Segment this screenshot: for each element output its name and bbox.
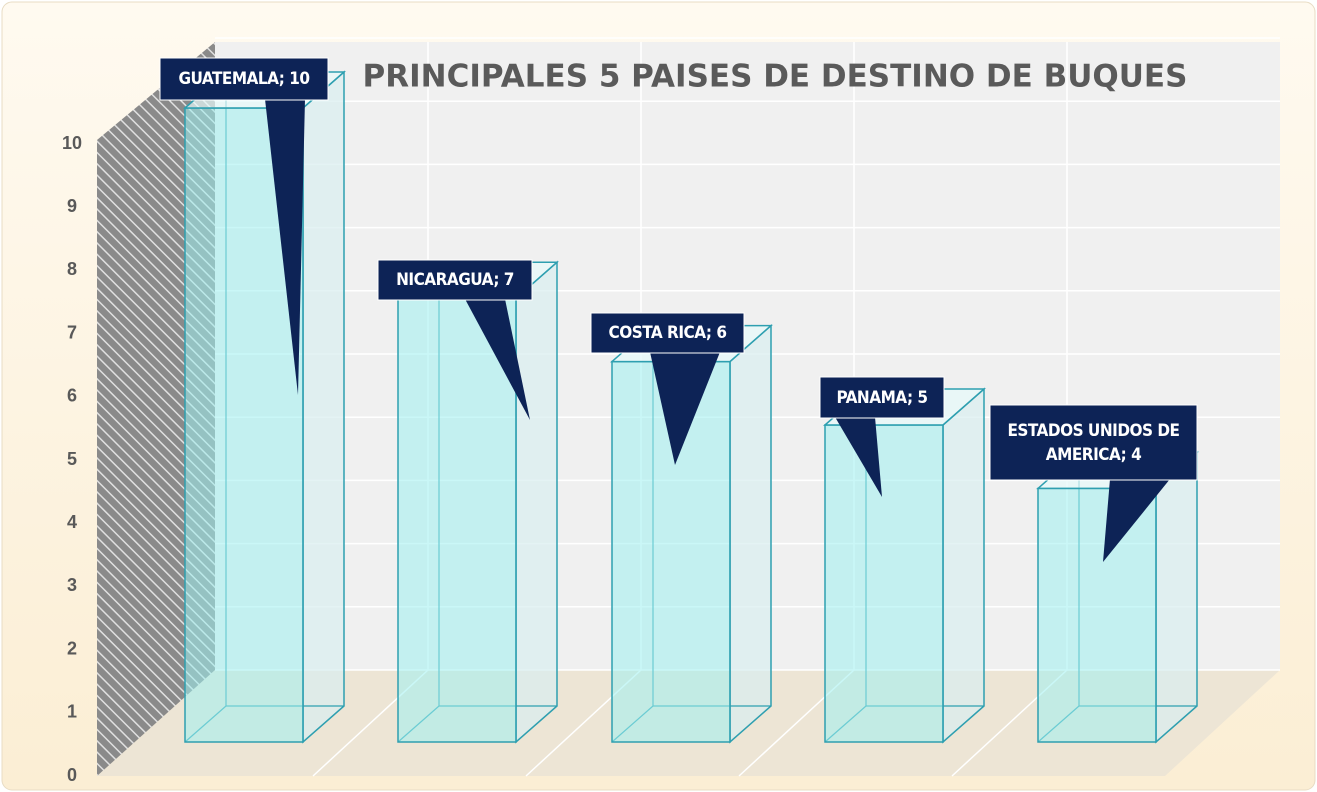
y-tick-label: 4 [67,512,77,532]
callout-pointer [1103,479,1170,562]
bar-side [302,70,345,744]
callout-box [989,404,1198,481]
bar-side [729,323,772,744]
y-tick-label: 8 [67,259,77,279]
callout-pointer [650,352,720,465]
callout-box [159,57,329,101]
bar-side [1155,450,1198,744]
chart-title: PRINCIPALES 5 PAISES DE DESTINO DE BUQUE… [363,59,1188,95]
y-tick-label: 10 [62,133,82,153]
y-tick-label: 3 [67,575,77,595]
bar-front [824,424,944,743]
callout: ESTADOS UNIDOS DE AMERICA; 4 [1007,420,1180,465]
bar-front [1037,487,1157,743]
callout-box [590,312,745,354]
y-tick-label: 2 [67,638,77,658]
data-label: PANAMA; 5 [836,387,928,408]
y-tick-label: 7 [67,322,77,342]
callout: COSTA RICA; 6 [608,323,727,343]
y-tick-label: 5 [67,449,77,469]
data-label: NICARAGUA; 7 [396,270,514,290]
data-label: COSTA RICA; 6 [608,323,727,343]
y-tick-label: 0 [67,765,77,785]
y-tick-label: 9 [67,196,77,216]
callout-pointer [835,417,882,497]
data-label: ESTADOS UNIDOS DE AMERICA; 4 [1007,420,1180,465]
callout: NICARAGUA; 7 [396,270,514,290]
callout: GUATEMALA; 10 [178,69,310,89]
bar [396,260,559,744]
callout-pointer [265,99,305,395]
bar [823,387,986,744]
bar-front [397,297,517,743]
data-label: GUATEMALA; 10 [178,69,310,89]
bar-side [942,387,985,744]
y-tick-label: 6 [67,386,77,406]
callout: PANAMA; 5 [836,387,928,408]
bar-side [515,260,558,744]
callout-pointer [465,299,530,420]
callout-box [377,259,533,301]
bar [183,70,346,744]
y-tick-label: 1 [67,702,77,722]
callout-box [819,376,945,419]
